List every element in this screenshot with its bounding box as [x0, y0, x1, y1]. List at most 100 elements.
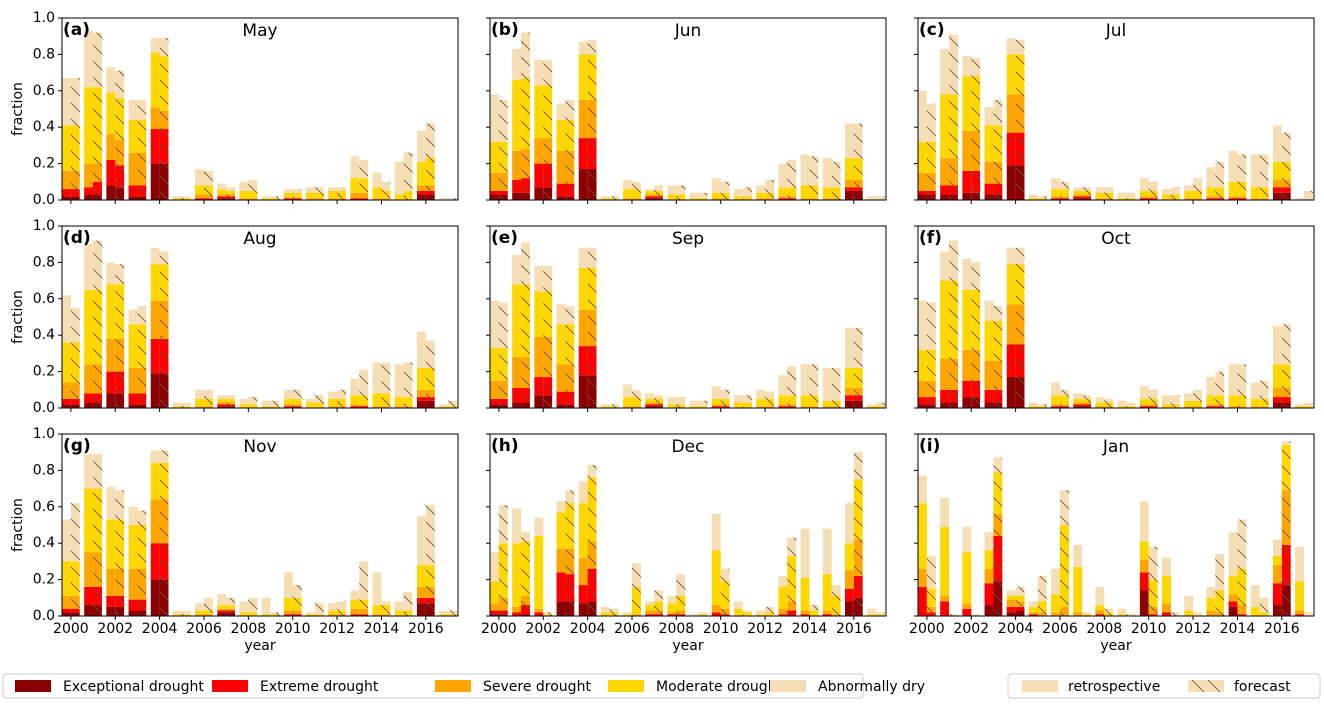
forecast-bar — [631, 397, 641, 407]
forecast-bar — [831, 400, 841, 407]
retrospective-bar — [940, 601, 950, 616]
forecast-bar — [203, 170, 213, 186]
retrospective-bar — [1272, 387, 1282, 398]
retrospective-bar — [283, 610, 293, 615]
forecast-bar — [1148, 389, 1158, 399]
forecast-bar — [609, 406, 619, 408]
retrospective-bar — [1073, 612, 1083, 616]
forecast-bar — [809, 364, 819, 396]
forecast-bar — [587, 477, 597, 542]
forecast-bar — [654, 590, 664, 602]
forecast-bar — [876, 196, 885, 200]
forecast-bar — [292, 389, 302, 399]
forecast-bar — [1259, 198, 1269, 200]
forecast-bar — [809, 156, 819, 186]
retrospective-bar — [756, 185, 766, 193]
y-tick-label: 0.4 — [33, 535, 55, 551]
retrospective-bar — [645, 393, 655, 399]
retrospective-bar — [1250, 398, 1260, 407]
forecast-bar — [93, 488, 102, 553]
forecast-bar — [853, 190, 863, 200]
forecast-bar — [654, 194, 664, 197]
forecast-bar — [787, 366, 797, 396]
retrospective-bar — [1073, 194, 1083, 197]
retrospective-bar — [106, 393, 116, 408]
legend-label: forecast — [1234, 679, 1291, 695]
retrospective-bar — [556, 548, 566, 573]
retrospective-bar — [106, 92, 116, 135]
forecast-bar — [115, 595, 125, 607]
retrospective-bar — [918, 194, 927, 200]
retrospective-bar — [1228, 196, 1238, 199]
forecast-bar — [876, 406, 885, 408]
retrospective-bar — [1051, 189, 1060, 197]
retrospective-bar — [239, 601, 249, 613]
forecast-bar — [831, 187, 841, 199]
forecast-bar — [993, 472, 1003, 515]
forecast-bar — [565, 196, 575, 200]
retrospective-bar — [172, 196, 182, 199]
retrospective-bar — [1295, 406, 1305, 408]
y-tick-label: 0.8 — [33, 462, 55, 478]
retrospective-bar — [1139, 406, 1149, 408]
retrospective-bar — [1184, 190, 1194, 199]
forecast-bar — [565, 150, 575, 184]
retrospective-bar — [534, 291, 544, 338]
retrospective-bar — [283, 192, 293, 199]
retrospective-bar — [623, 189, 632, 199]
forecast-bar — [676, 595, 686, 611]
retrospective-bar — [1228, 181, 1238, 197]
retrospective-bar — [150, 373, 160, 408]
forecast-bar — [115, 70, 125, 99]
forecast-bar — [993, 360, 1003, 390]
retrospective-bar — [172, 198, 182, 200]
forecast-bar — [949, 94, 958, 159]
retrospective-bar — [239, 612, 249, 616]
forecast-bar — [993, 99, 1003, 126]
forecast-bar — [359, 159, 369, 179]
forecast-bar — [1193, 612, 1202, 616]
forecast-bar — [337, 406, 346, 408]
forecast-bar — [521, 242, 530, 285]
retrospective-bar — [940, 402, 950, 408]
retrospective-bar — [1095, 614, 1105, 616]
retrospective-bar — [1162, 194, 1171, 200]
forecast-bar — [787, 196, 797, 199]
forecast-bar — [543, 163, 553, 188]
forecast-bar — [337, 389, 346, 399]
forecast-bar — [926, 397, 936, 405]
retrospective-bar — [350, 156, 360, 179]
forecast-bar — [1148, 606, 1158, 615]
panel-title: Sep — [672, 229, 704, 249]
forecast-bar — [971, 130, 981, 171]
forecast-bar — [631, 389, 641, 398]
retrospective-bar — [867, 614, 877, 616]
retrospective-bar — [800, 185, 810, 199]
retrospective-bar — [778, 163, 788, 188]
forecast-bar — [1215, 198, 1225, 200]
retrospective-bar — [394, 397, 404, 407]
retrospective-bar — [534, 138, 544, 164]
retrospective-bar — [711, 550, 721, 606]
forecast-bar — [971, 614, 981, 616]
forecast-bar — [115, 519, 125, 569]
retrospective-bar — [918, 349, 927, 381]
retrospective-bar — [490, 610, 499, 615]
forecast-bar — [949, 194, 958, 200]
forecast-bar — [1059, 404, 1069, 407]
forecast-bar — [1082, 395, 1092, 399]
forecast-bar — [70, 125, 80, 171]
retrospective-bar — [84, 605, 94, 616]
retrospective-bar — [1272, 192, 1282, 200]
retrospective-bar — [217, 398, 227, 403]
retrospective-bar — [283, 597, 293, 611]
retrospective-bar — [306, 198, 315, 200]
forecast-bar — [1259, 406, 1269, 408]
retrospective-bar — [918, 404, 927, 408]
forecast-bar — [1059, 189, 1069, 197]
forecast-bar — [1237, 196, 1247, 199]
retrospective-bar — [962, 608, 972, 616]
retrospective-bar — [128, 309, 138, 325]
forecast-bar — [1037, 198, 1047, 200]
forecast-bar — [203, 406, 213, 408]
